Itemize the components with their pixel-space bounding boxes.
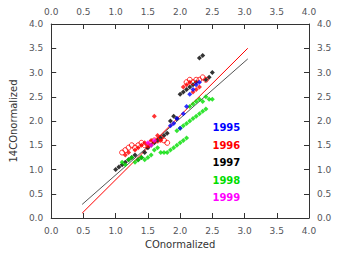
svg-text:1997: 1997 bbox=[212, 157, 240, 168]
svg-text:0.0: 0.0 bbox=[44, 7, 59, 17]
svg-text:2.0: 2.0 bbox=[173, 7, 188, 17]
svg-text:4.0: 4.0 bbox=[302, 7, 317, 17]
svg-text:14COnormalized: 14COnormalized bbox=[8, 79, 19, 162]
svg-text:2.0: 2.0 bbox=[173, 226, 188, 236]
svg-text:4.0: 4.0 bbox=[317, 19, 332, 29]
svg-text:3.5: 3.5 bbox=[270, 226, 284, 236]
svg-text:3.0: 3.0 bbox=[237, 226, 252, 236]
svg-text:1.5: 1.5 bbox=[141, 226, 155, 236]
svg-text:4.0: 4.0 bbox=[302, 226, 317, 236]
svg-text:0.5: 0.5 bbox=[29, 189, 43, 199]
svg-text:3.5: 3.5 bbox=[317, 43, 331, 53]
svg-text:1.5: 1.5 bbox=[141, 7, 155, 17]
svg-text:1.5: 1.5 bbox=[29, 140, 43, 150]
svg-text:2.0: 2.0 bbox=[29, 116, 44, 126]
svg-text:1.0: 1.0 bbox=[317, 165, 332, 175]
svg-text:2.5: 2.5 bbox=[205, 7, 219, 17]
svg-text:1.0: 1.0 bbox=[108, 7, 123, 17]
svg-text:2.0: 2.0 bbox=[317, 116, 332, 126]
svg-text:3.0: 3.0 bbox=[237, 7, 252, 17]
svg-text:0.0: 0.0 bbox=[317, 213, 332, 223]
svg-text:2.5: 2.5 bbox=[317, 92, 331, 102]
svg-text:0.5: 0.5 bbox=[76, 7, 90, 17]
svg-text:1.0: 1.0 bbox=[108, 226, 123, 236]
svg-text:2.5: 2.5 bbox=[205, 226, 219, 236]
svg-text:0.5: 0.5 bbox=[76, 226, 90, 236]
svg-text:1.0: 1.0 bbox=[29, 165, 44, 175]
svg-text:0.0: 0.0 bbox=[44, 226, 59, 236]
svg-text:1996: 1996 bbox=[212, 140, 240, 151]
svg-text:3.5: 3.5 bbox=[29, 43, 43, 53]
svg-text:1.5: 1.5 bbox=[317, 140, 331, 150]
svg-text:1995: 1995 bbox=[212, 122, 240, 133]
svg-text:1999: 1999 bbox=[212, 192, 240, 203]
svg-text:0.5: 0.5 bbox=[317, 189, 331, 199]
svg-text:1998: 1998 bbox=[212, 175, 240, 186]
svg-text:3.5: 3.5 bbox=[270, 7, 284, 17]
svg-text:4.0: 4.0 bbox=[29, 19, 44, 29]
svg-text:3.0: 3.0 bbox=[317, 68, 332, 78]
svg-text:3.0: 3.0 bbox=[29, 68, 44, 78]
svg-text:0.0: 0.0 bbox=[29, 213, 44, 223]
svg-text:2.5: 2.5 bbox=[29, 92, 43, 102]
svg-text:COnormalized: COnormalized bbox=[145, 239, 215, 250]
